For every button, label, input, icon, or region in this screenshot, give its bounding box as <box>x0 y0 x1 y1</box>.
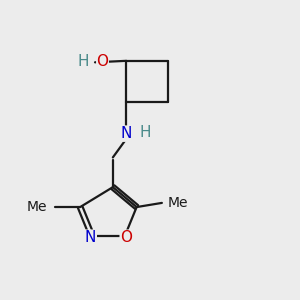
Text: N: N <box>121 126 132 141</box>
Text: H: H <box>140 125 151 140</box>
Text: N: N <box>85 230 96 245</box>
Text: Me: Me <box>168 196 188 210</box>
Text: O: O <box>120 230 132 245</box>
Text: O: O <box>97 54 109 69</box>
Text: H: H <box>78 54 89 69</box>
Text: Me: Me <box>27 200 47 214</box>
